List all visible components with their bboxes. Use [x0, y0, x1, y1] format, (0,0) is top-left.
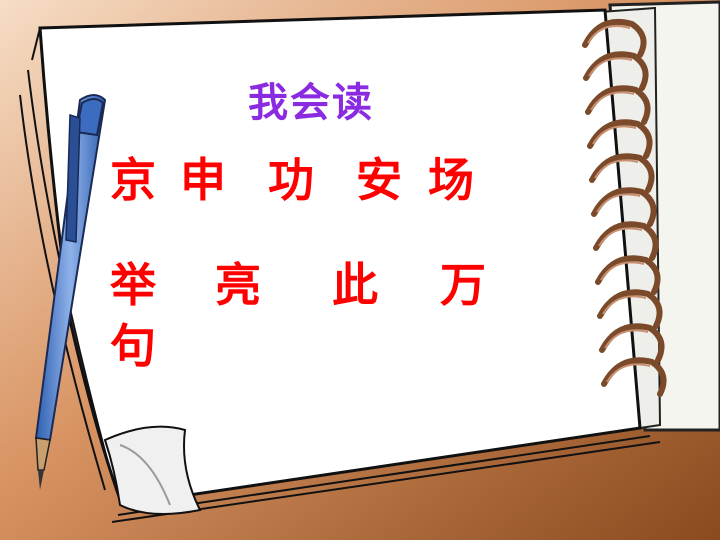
character-ju: 举: [110, 258, 156, 312]
character-jing: 京: [110, 153, 156, 207]
character-ju-sentence: 句: [110, 319, 156, 373]
character-ci: 此: [332, 258, 378, 312]
character-an: 安: [356, 153, 402, 207]
character-gong: 功: [268, 153, 314, 207]
character-liang: 亮: [215, 258, 261, 312]
character-wan: 万: [440, 258, 486, 312]
page-title: 我会读: [248, 80, 374, 126]
character-chang: 场: [428, 153, 474, 207]
notebook-icon: [19, 0, 720, 523]
spiral-binding-icon: [582, 18, 667, 397]
character-shen: 申: [180, 153, 226, 207]
pen-icon: [34, 94, 107, 490]
